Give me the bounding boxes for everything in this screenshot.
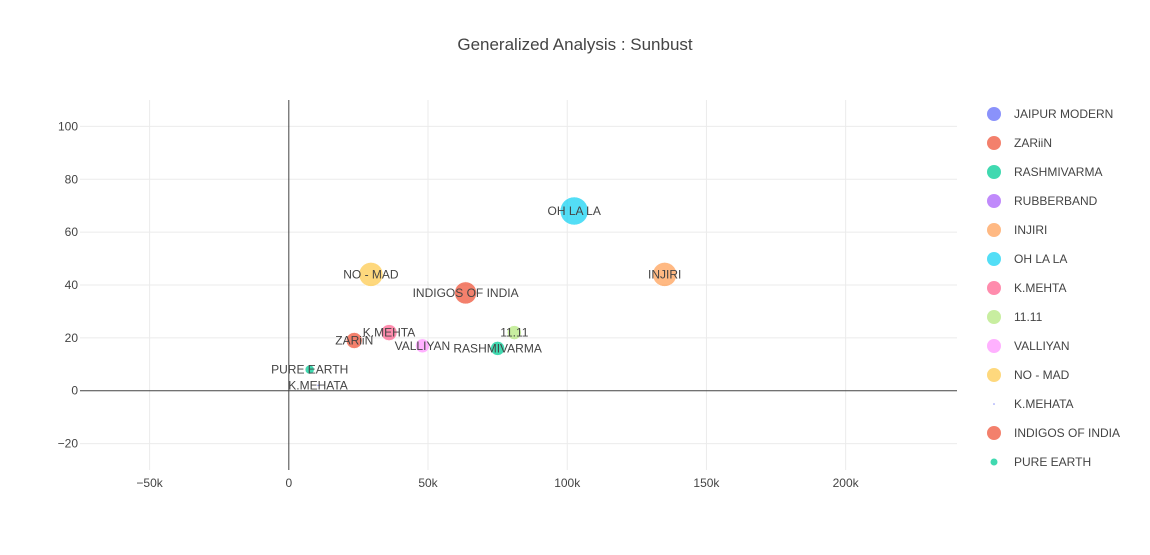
legend-label: INJIRI bbox=[1014, 223, 1047, 237]
point-labels: ZARiiN RASHMIVARMA INJIRI OH LA LA K.MEHTA 11… bbox=[271, 204, 681, 392]
legend-marker bbox=[987, 165, 1001, 179]
y-tick-label: 40 bbox=[65, 278, 79, 292]
y-axis-ticks: −20 0 20 40 60 80 100 bbox=[58, 119, 79, 450]
data-point bbox=[415, 338, 430, 354]
legend[interactable]: JAIPUR MODERN ZARiiN RASHMIVARMA RUBBERBAND… bbox=[987, 107, 1120, 469]
y-tick-label: −20 bbox=[58, 437, 79, 451]
legend-label: RASHMIVARMA bbox=[1014, 165, 1102, 179]
legend-label: OH LA LA bbox=[1014, 252, 1067, 266]
legend-label: NO - MAD bbox=[1014, 368, 1070, 382]
legend-marker bbox=[987, 252, 1001, 266]
legend-item[interactable]: K.MEHTA bbox=[987, 281, 1066, 295]
zero-lines bbox=[80, 100, 957, 470]
legend-marker bbox=[987, 107, 1001, 121]
y-tick-label: 0 bbox=[71, 384, 78, 398]
legend-label: K.MEHTA bbox=[1014, 281, 1066, 295]
legend-item[interactable]: RASHMIVARMA bbox=[987, 165, 1102, 179]
data-points bbox=[304, 196, 677, 387]
legend-label: JAIPUR MODERN bbox=[1014, 107, 1113, 121]
legend-item[interactable]: RUBBERBAND bbox=[987, 194, 1098, 208]
chart-title: Generalized Analysis : Sunbust bbox=[457, 35, 693, 54]
data-label: RASHMIVARMA bbox=[453, 341, 541, 355]
data-point bbox=[345, 332, 363, 349]
x-axis-ticks: −50k 0 50k 100k 150k 200k bbox=[136, 476, 859, 490]
data-point bbox=[454, 281, 477, 305]
data-point bbox=[358, 262, 384, 287]
legend-label: 11.11 bbox=[1014, 310, 1043, 324]
data-label: VALLIYAN bbox=[395, 339, 451, 353]
data-label: 11.11 bbox=[500, 326, 529, 340]
legend-label: VALLIYAN bbox=[1014, 339, 1070, 353]
x-tick-label: 100k bbox=[554, 476, 581, 490]
data-point bbox=[490, 341, 505, 356]
legend-marker bbox=[987, 339, 1001, 353]
y-tick-label: 60 bbox=[65, 225, 79, 239]
data-label: ZARiiN bbox=[335, 334, 373, 348]
legend-label: INDIGOS OF INDIA bbox=[1014, 426, 1120, 440]
data-label: K.MEHATA bbox=[288, 378, 348, 392]
legend-item[interactable]: PURE EARTH bbox=[990, 455, 1092, 469]
legend-marker bbox=[993, 403, 995, 405]
y-tick-label: 100 bbox=[58, 119, 78, 133]
data-point bbox=[304, 364, 315, 375]
legend-item[interactable]: INJIRI bbox=[987, 223, 1047, 237]
data-label: NO - MAD bbox=[343, 267, 399, 281]
legend-item[interactable]: ZARiiN bbox=[987, 136, 1052, 150]
x-tick-label: 150k bbox=[693, 476, 720, 490]
data-label: PURE EARTH bbox=[271, 363, 348, 377]
y-tick-label: 20 bbox=[65, 331, 79, 345]
x-tick-label: 50k bbox=[418, 476, 438, 490]
legend-marker bbox=[987, 368, 1001, 382]
legend-item[interactable]: OH LA LA bbox=[987, 252, 1067, 266]
data-label: INJIRI bbox=[648, 267, 681, 281]
legend-label: PURE EARTH bbox=[1014, 455, 1091, 469]
legend-marker bbox=[987, 194, 1001, 208]
x-tick-label: 200k bbox=[833, 476, 860, 490]
data-label: K.MEHTA bbox=[363, 326, 415, 340]
grid-lines bbox=[80, 100, 957, 470]
legend-item[interactable]: NO - MAD bbox=[987, 368, 1070, 382]
legend-marker bbox=[987, 426, 1001, 440]
legend-marker bbox=[987, 136, 1001, 150]
data-label: OH LA LA bbox=[547, 204, 600, 218]
legend-item[interactable]: VALLIYAN bbox=[987, 339, 1070, 353]
legend-marker bbox=[990, 458, 998, 466]
legend-marker bbox=[987, 281, 1001, 295]
legend-item[interactable]: K.MEHATA bbox=[993, 397, 1074, 411]
x-tick-label: −50k bbox=[136, 476, 163, 490]
legend-label: RUBBERBAND bbox=[1014, 194, 1098, 208]
legend-label: ZARiiN bbox=[1014, 136, 1052, 150]
legend-item[interactable]: 11.11 bbox=[987, 310, 1043, 324]
data-point bbox=[316, 384, 320, 387]
data-point bbox=[380, 324, 398, 341]
legend-item[interactable]: JAIPUR MODERN bbox=[987, 107, 1113, 121]
data-point bbox=[652, 262, 677, 287]
legend-marker bbox=[987, 223, 1001, 237]
data-label: INDIGOS OF INDIA bbox=[413, 286, 519, 300]
data-point bbox=[559, 196, 589, 226]
legend-label: K.MEHATA bbox=[1014, 397, 1074, 411]
legend-item[interactable]: INDIGOS OF INDIA bbox=[987, 426, 1120, 440]
data-point bbox=[507, 325, 522, 340]
legend-marker bbox=[987, 310, 1001, 324]
y-tick-label: 80 bbox=[65, 172, 79, 186]
x-tick-label: 0 bbox=[285, 476, 292, 490]
